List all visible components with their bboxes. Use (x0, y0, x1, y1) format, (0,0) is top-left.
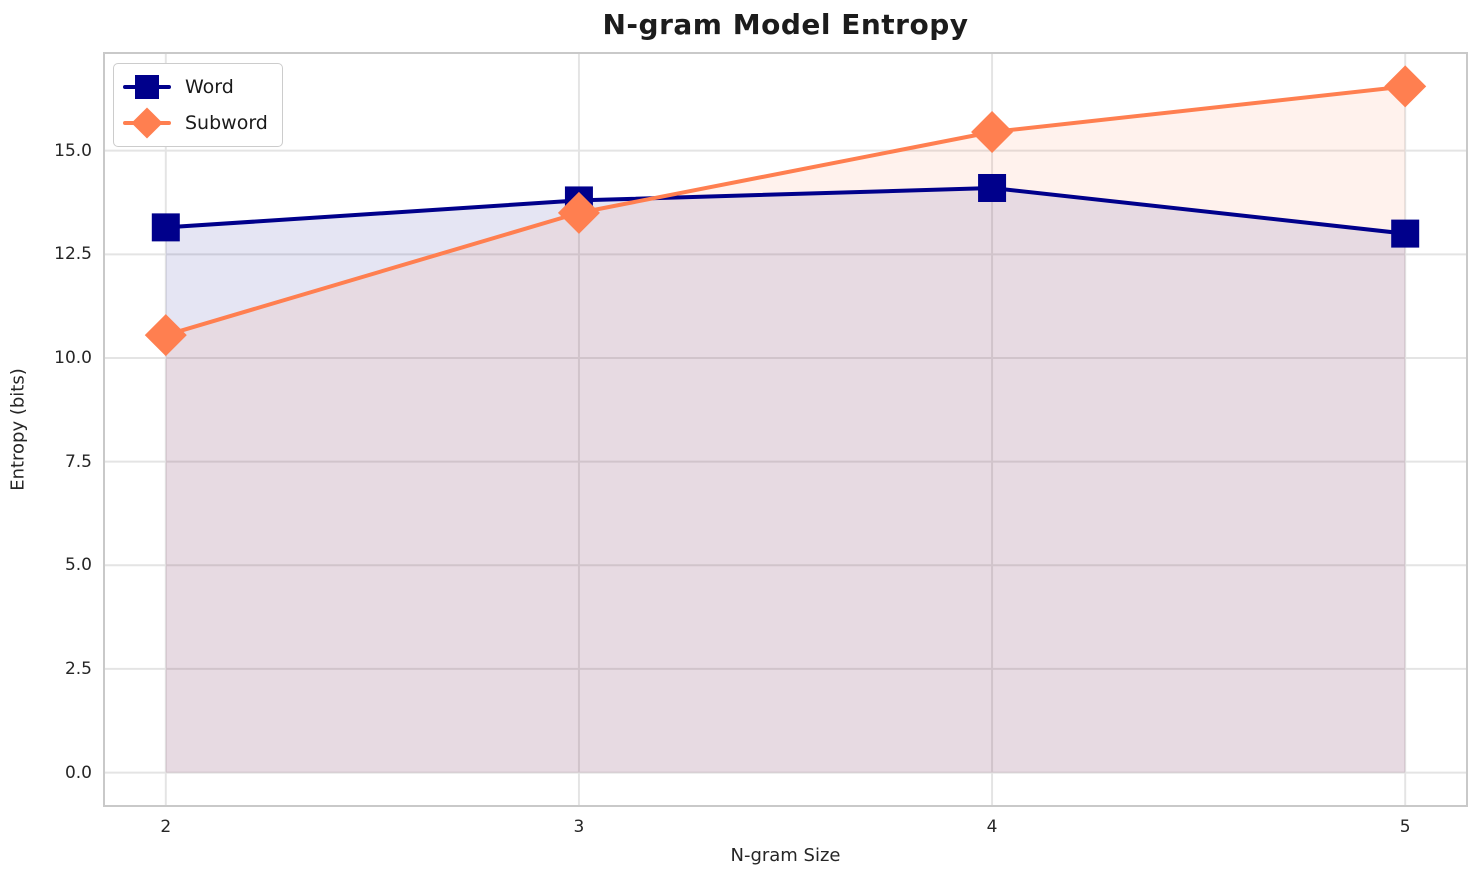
legend-label: Subword (185, 112, 268, 134)
chart-title: N-gram Model Entropy (602, 8, 969, 41)
y-tick-label: 2.5 (64, 658, 92, 679)
subword-area-fill (165, 86, 1406, 773)
word-marker (151, 213, 180, 242)
axes-spines (103, 52, 1468, 807)
word-legend-marker-icon (123, 71, 171, 103)
word-area-fill (165, 187, 1406, 773)
word-marker (978, 173, 1007, 202)
legend: Word Subword (113, 63, 283, 147)
word-marker (1391, 219, 1420, 248)
x-tick-label: 2 (160, 817, 172, 837)
square-marker-icon (135, 75, 159, 99)
subword-line (163, 84, 1408, 338)
subword-marker (144, 314, 187, 357)
subword-marker (557, 191, 600, 234)
subword-marker (971, 111, 1014, 154)
subword-legend-marker-icon (123, 107, 171, 139)
y-tick-label: 0.0 (64, 762, 92, 783)
x-tick-label: 5 (1399, 817, 1411, 837)
chart-svg (103, 52, 1468, 807)
subword-marker (1384, 65, 1427, 108)
y-axis-label: Entropy (bits) (7, 368, 29, 491)
x-axis-label: N-gram Size (730, 845, 841, 866)
y-tick-label: 10.0 (54, 347, 92, 368)
word-line (163, 185, 1408, 236)
y-tick-label: 5.0 (64, 555, 92, 576)
y-tick-label: 15.0 (54, 140, 92, 161)
x-tick-label: 3 (573, 817, 585, 837)
y-tick-label: 7.5 (64, 451, 92, 472)
legend-item-word: Word (123, 71, 268, 103)
x-tick-label: 4 (986, 817, 998, 837)
y-tick-label: 12.5 (54, 244, 92, 265)
legend-item-subword: Subword (123, 107, 268, 139)
legend-label: Word (185, 76, 234, 98)
diamond-marker-icon (131, 107, 163, 139)
plot-area (103, 52, 1468, 807)
